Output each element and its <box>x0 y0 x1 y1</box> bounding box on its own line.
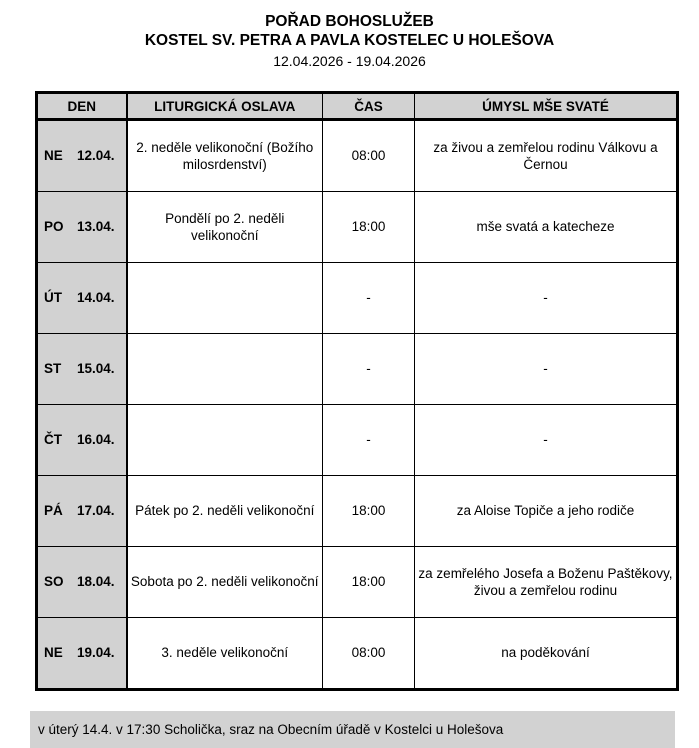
day-date: 19.04. <box>77 645 115 661</box>
table-row: ÚT 14.04. - - <box>36 262 678 334</box>
intention-cell: za zemřelého Josefa a Boženu Paštěkovy, … <box>414 546 678 618</box>
announcement-text: v úterý 14.4. v 17:30 Scholička, sraz na… <box>38 722 504 738</box>
day-cell: SO 18.04. <box>36 546 128 618</box>
day-abbr: PÁ <box>44 503 63 519</box>
church-name: KOSTEL SV. PETRA A PAVLA KOSTELEC U HOLE… <box>144 32 555 50</box>
day-cell: ST 15.04. <box>36 333 128 405</box>
day-abbr: PO <box>44 219 64 235</box>
document-header: POŘAD BOHOSLUŽEB KOSTEL SV. PETRA A PAVL… <box>0 0 699 70</box>
day-abbr: ST <box>44 361 62 377</box>
day-date: 13.04. <box>77 219 115 235</box>
day-date: 16.04. <box>77 432 115 448</box>
day-date: 12.04. <box>77 148 115 164</box>
intention-cell: za živou a zemřelou rodinu Válkovu a Čer… <box>414 119 678 192</box>
day-abbr: ČT <box>44 432 62 448</box>
table-row: ČT 16.04. - - <box>36 404 678 476</box>
day-date: 14.04. <box>77 290 115 306</box>
time-cell: - <box>322 404 415 476</box>
day-cell: PO 13.04. <box>36 191 128 263</box>
announcement-bar: v úterý 14.4. v 17:30 Scholička, sraz na… <box>30 711 675 748</box>
intention-cell: - <box>414 262 678 334</box>
column-header-intention: ÚMYSL MŠE SVATÉ <box>414 92 678 122</box>
day-abbr: NE <box>44 645 63 661</box>
day-abbr: NE <box>44 148 63 164</box>
celebration-cell <box>126 333 323 405</box>
time-cell: 08:00 <box>322 119 415 192</box>
table-row: ST 15.04. - - <box>36 333 678 405</box>
day-cell: ÚT 14.04. <box>36 262 128 334</box>
table-row: PO 13.04. Pondělí po 2. neděli velikonočn… <box>36 191 678 263</box>
day-date: 15.04. <box>77 361 115 377</box>
celebration-cell: 2. neděle velikonoční (Božího milosrdens… <box>126 119 323 192</box>
table-row: NE 19.04. 3. neděle velikonoční 08:00 na … <box>36 617 678 690</box>
time-cell: 18:00 <box>322 191 415 263</box>
date-range: 12.04.2026 - 19.04.2026 <box>273 52 426 69</box>
celebration-cell: Pátek po 2. neděli velikonoční <box>126 475 323 547</box>
day-cell: PÁ 17.04. <box>36 475 128 547</box>
intention-cell: na poděkování <box>414 617 678 690</box>
time-cell: 18:00 <box>322 475 415 547</box>
celebration-cell: 3. neděle velikonoční <box>126 617 323 690</box>
celebration-cell <box>126 404 323 476</box>
day-abbr: ÚT <box>44 290 62 306</box>
intention-cell: za Aloise Topiče a jeho rodiče <box>414 475 678 547</box>
day-abbr: SO <box>44 574 64 590</box>
time-cell: - <box>322 262 415 334</box>
table-row: SO 18.04. Sobota po 2. neděli velikonoční… <box>36 546 678 618</box>
time-cell: 18:00 <box>322 546 415 618</box>
intention-cell: - <box>414 404 678 476</box>
day-cell: NE 19.04. <box>36 617 128 690</box>
intention-cell: - <box>414 333 678 405</box>
time-cell: - <box>322 333 415 405</box>
day-cell: ČT 16.04. <box>36 404 128 476</box>
celebration-cell: Sobota po 2. neděli velikonoční <box>126 546 323 618</box>
table-header-row: DEN LITURGICKÁ OSLAVA ČAS ÚMYSL MŠE SVAT… <box>36 92 678 122</box>
column-header-time: ČAS <box>322 92 415 122</box>
table-row: PÁ 17.04. Pátek po 2. neděli velikonoční … <box>36 475 678 547</box>
celebration-cell <box>126 262 323 334</box>
table-row: NE 12.04. 2. neděle velikonoční (Božího m… <box>36 119 678 192</box>
column-header-celebration: LITURGICKÁ OSLAVA <box>126 92 323 122</box>
time-cell: 08:00 <box>322 617 415 690</box>
day-date: 18.04. <box>77 574 115 590</box>
celebration-cell: Pondělí po 2. neděli velikonoční <box>126 191 323 263</box>
day-cell: NE 12.04. <box>36 119 128 192</box>
day-date: 17.04. <box>77 503 115 519</box>
column-header-day: DEN <box>36 92 128 122</box>
services-table: DEN LITURGICKÁ OSLAVA ČAS ÚMYSL MŠE SVAT… <box>35 91 679 692</box>
intention-cell: mše svatá a katecheze <box>414 191 678 263</box>
page-title: POŘAD BOHOSLUŽEB <box>265 13 434 30</box>
